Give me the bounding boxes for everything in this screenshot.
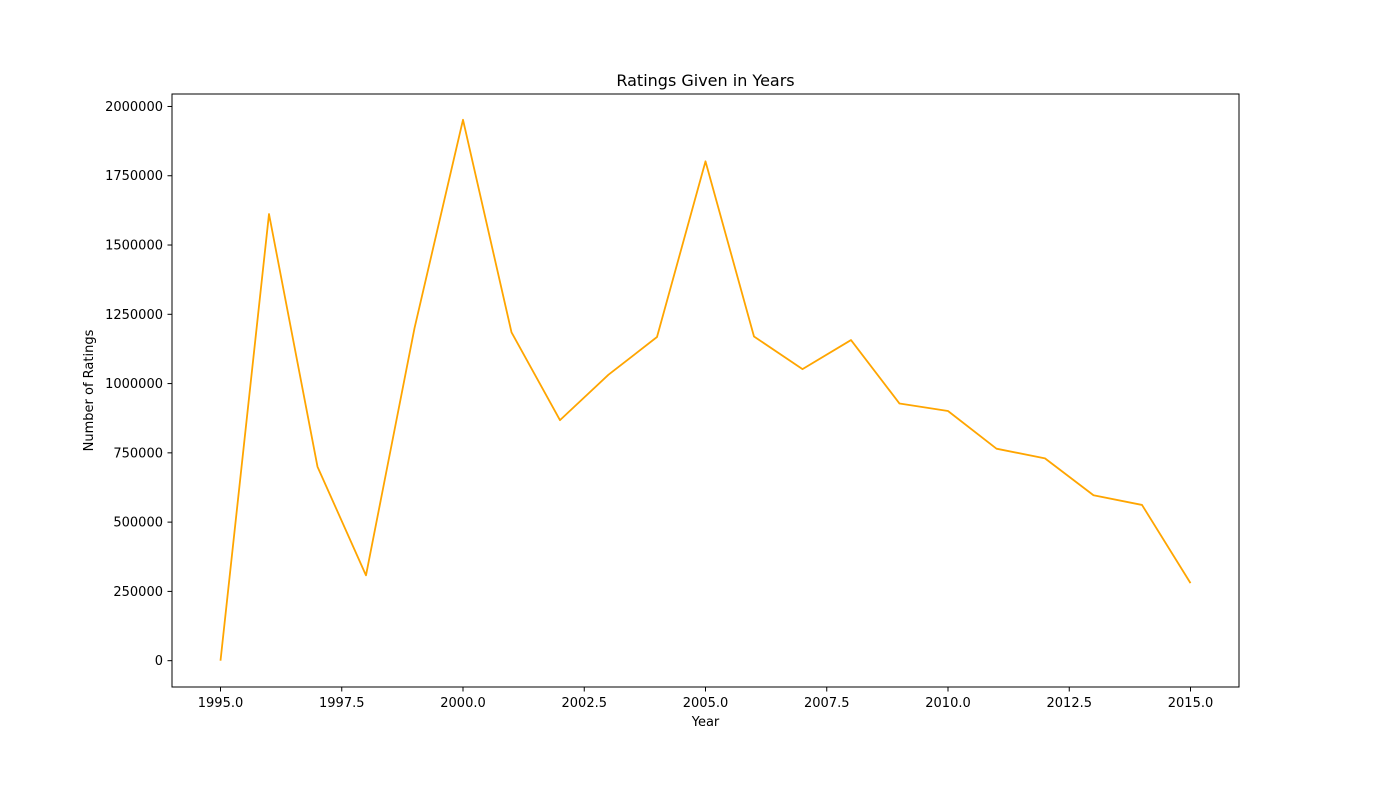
y-tick-label: 750000 [113,446,163,461]
x-tick-label: 2010.0 [925,696,971,711]
x-tick-label: 2000.0 [440,696,486,711]
y-tick-label: 250000 [113,585,163,600]
x-tick-label: 2005.0 [683,696,729,711]
x-tick-label: 2012.5 [1047,696,1093,711]
y-tick-label: 1750000 [105,169,163,184]
x-tick-label: 2015.0 [1168,696,1214,711]
y-tick-label: 1250000 [105,308,163,323]
y-tick-label: 1500000 [105,239,163,254]
plot-frame [171,93,1240,688]
chart-title: Ratings Given in Years [616,71,794,90]
x-tick-label: 2002.5 [562,696,608,711]
x-tick-label: 1997.5 [319,696,365,711]
x-tick-label: 1995.0 [198,696,244,711]
y-tick-label: 1000000 [105,377,163,392]
y-tick-label: 500000 [113,516,163,531]
series-line [219,118,1192,661]
y-tick-label: 2000000 [105,100,163,115]
x-axis-label: Year [691,715,720,730]
x-tick-label: 2007.5 [804,696,850,711]
y-tick-label: 0 [155,654,163,669]
y-axis-label: Number of Ratings [82,329,97,451]
